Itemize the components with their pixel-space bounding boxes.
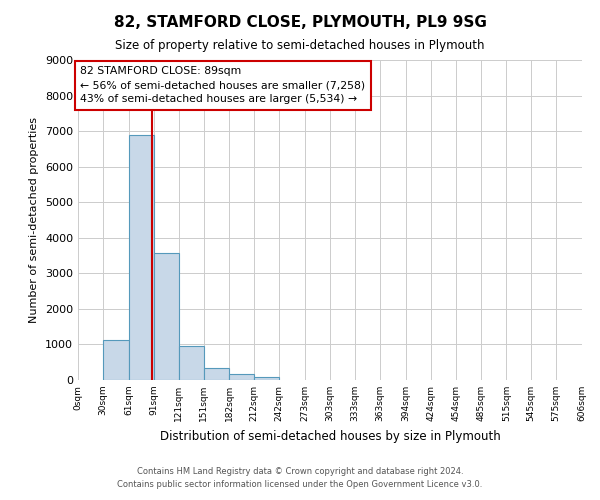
X-axis label: Distribution of semi-detached houses by size in Plymouth: Distribution of semi-detached houses by … bbox=[160, 430, 500, 442]
Bar bbox=[254, 377, 279, 380]
Y-axis label: Number of semi-detached properties: Number of semi-detached properties bbox=[29, 117, 40, 323]
Bar bbox=[103, 340, 129, 380]
Text: 82 STAMFORD CLOSE: 89sqm
← 56% of semi-detached houses are smaller (7,258)
43% o: 82 STAMFORD CLOSE: 89sqm ← 56% of semi-d… bbox=[80, 66, 365, 104]
Bar bbox=[154, 254, 179, 380]
Bar bbox=[179, 346, 203, 380]
Text: Contains HM Land Registry data © Crown copyright and database right 2024.
Contai: Contains HM Land Registry data © Crown c… bbox=[118, 468, 482, 489]
Bar bbox=[129, 136, 154, 380]
Bar bbox=[229, 374, 254, 380]
Text: 82, STAMFORD CLOSE, PLYMOUTH, PL9 9SG: 82, STAMFORD CLOSE, PLYMOUTH, PL9 9SG bbox=[113, 15, 487, 30]
Text: Size of property relative to semi-detached houses in Plymouth: Size of property relative to semi-detach… bbox=[115, 39, 485, 52]
Bar bbox=[203, 368, 229, 380]
